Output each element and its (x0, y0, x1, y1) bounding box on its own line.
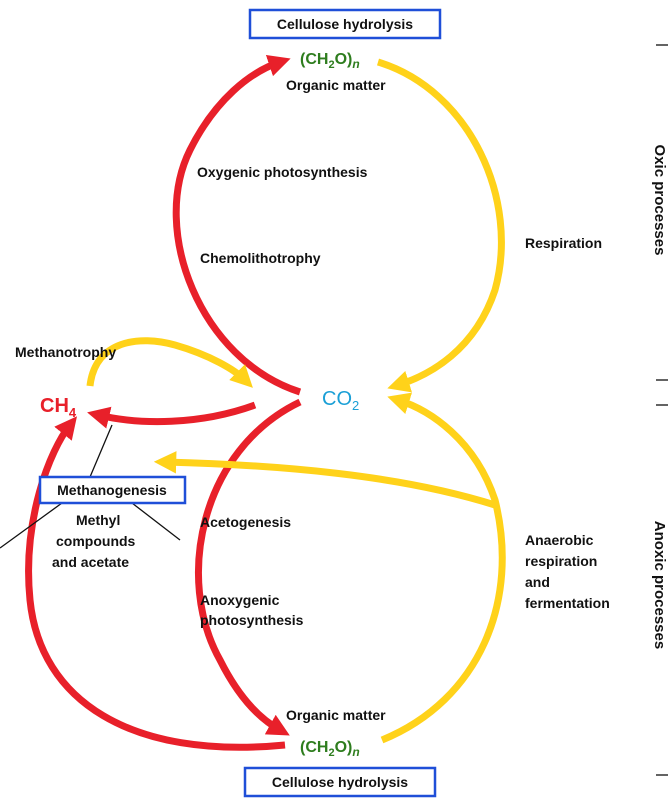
arrow (194, 398, 302, 736)
label: Respiration (525, 235, 602, 251)
arrow (376, 58, 505, 393)
arrow (86, 337, 253, 388)
formula: (CH2O)n (300, 51, 360, 71)
box-label: Methanogenesis (57, 482, 167, 498)
connector (131, 502, 181, 541)
arrow (87, 401, 257, 429)
label: respiration (525, 553, 597, 569)
box (38, 475, 187, 505)
label: Chemolithotrophy (200, 250, 321, 266)
label: Anaerobic (525, 532, 594, 548)
ch4: CH4 (40, 395, 77, 420)
connector (89, 424, 113, 478)
box (243, 766, 437, 798)
arrow (172, 54, 302, 396)
connector (0, 502, 63, 549)
label: Acetogenesis (200, 514, 291, 530)
label: Oxygenic photosynthesis (197, 164, 368, 180)
label: Organic matter (286, 77, 386, 93)
label: and acetate (52, 554, 129, 570)
label: Methanotrophy (15, 344, 116, 360)
side-label: Oxic processes (651, 145, 668, 256)
label: Anoxygenic (200, 592, 280, 608)
label: Organic matter (286, 707, 386, 723)
box (248, 8, 442, 40)
arrow (153, 451, 497, 509)
co2: CO2 (322, 388, 359, 413)
formula: (CH2O)n (300, 739, 360, 759)
box-label: Cellulose hydrolysis (272, 774, 408, 790)
label: fermentation (525, 595, 610, 611)
label: compounds (56, 533, 136, 549)
label: Methyl (76, 512, 120, 528)
arrow (25, 416, 286, 751)
label: photosynthesis (200, 612, 304, 628)
arrow (380, 392, 506, 744)
box-label: Cellulose hydrolysis (277, 16, 413, 32)
label: and (525, 574, 550, 590)
side-label: Anoxic processes (651, 521, 668, 649)
